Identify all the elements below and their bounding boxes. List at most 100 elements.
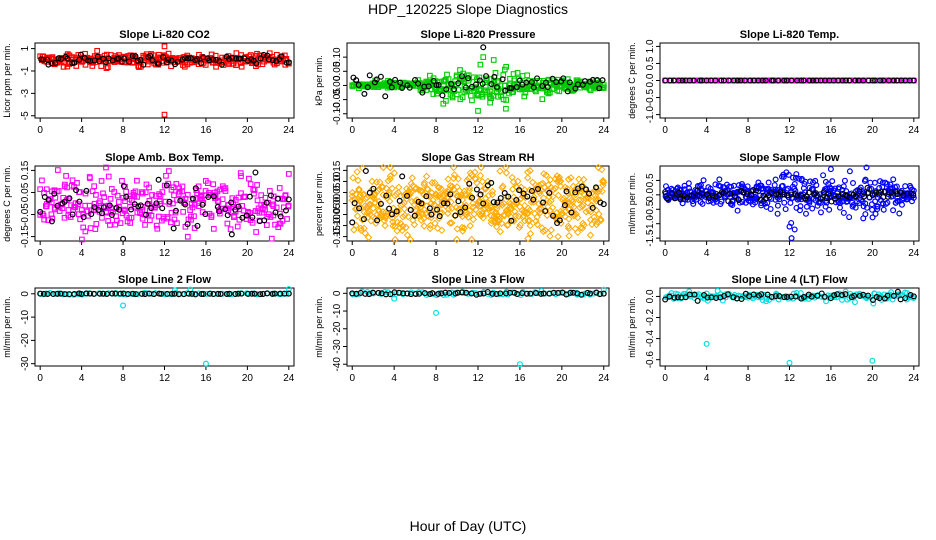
data-point <box>351 200 358 207</box>
data-point <box>89 63 96 69</box>
data-point <box>674 291 681 298</box>
data-point <box>792 187 799 194</box>
data-point <box>738 296 745 303</box>
data-point <box>869 297 876 304</box>
data-point <box>165 168 172 174</box>
plot-frame <box>34 287 295 367</box>
data-point <box>395 183 403 191</box>
data-point <box>473 186 480 193</box>
data-point <box>729 201 736 208</box>
chart-panel-7: Slope Line 2 Flow 0 4 8 12 16 20 24 0 -10 -20 -30 ml… <box>2 274 295 384</box>
data-point <box>734 207 741 214</box>
data-point <box>106 58 112 65</box>
data-point <box>735 196 742 203</box>
data-point <box>444 205 453 213</box>
data-point <box>435 81 442 88</box>
data-point <box>285 196 292 203</box>
data-point <box>127 220 134 226</box>
data-point <box>890 207 897 214</box>
data-point <box>374 205 383 214</box>
chart-title: Slope Line 3 Flow <box>432 274 525 286</box>
series-all-samples <box>348 163 608 244</box>
y-tick-label: 0.05 <box>332 182 343 202</box>
data-point <box>809 205 816 212</box>
data-point <box>80 214 87 221</box>
y-tick-label: 0.10 <box>332 47 343 67</box>
data-point <box>115 55 122 62</box>
data-point <box>553 208 561 217</box>
data-point <box>109 290 116 297</box>
x-tick-label: 0 <box>662 248 668 259</box>
data-point <box>74 180 80 186</box>
data-point <box>285 171 292 177</box>
data-point <box>568 209 575 216</box>
x-tick-label: 16 <box>514 248 526 259</box>
x-tick-label: 4 <box>79 125 85 136</box>
data-point <box>459 94 466 101</box>
data-point <box>148 290 155 297</box>
data-point <box>889 296 896 303</box>
data-point <box>93 221 100 227</box>
data-point <box>87 290 94 297</box>
data-point <box>724 291 731 298</box>
data-point <box>356 197 364 206</box>
data-point <box>781 191 788 198</box>
data-point <box>554 232 562 241</box>
data-point <box>253 60 260 67</box>
data-point <box>786 359 793 366</box>
data-point <box>466 180 473 187</box>
data-point <box>144 200 151 207</box>
data-point <box>360 216 367 223</box>
data-point <box>600 286 607 293</box>
data-point <box>250 186 257 193</box>
y-tick-label: -0.05 <box>332 203 343 226</box>
data-point <box>449 163 458 172</box>
data-point <box>709 192 716 199</box>
data-point <box>391 235 399 244</box>
data-point <box>825 190 832 197</box>
data-point <box>720 189 727 196</box>
x-tick-label: 8 <box>745 373 751 384</box>
data-point <box>185 55 192 62</box>
data-point <box>523 174 532 182</box>
data-point <box>479 80 486 87</box>
data-point <box>408 174 417 182</box>
data-point <box>454 289 461 296</box>
data-point <box>569 208 577 216</box>
y-axis-label: kPa per min. <box>314 55 324 106</box>
data-point <box>450 86 457 93</box>
data-point <box>458 223 466 232</box>
data-point <box>227 226 234 233</box>
data-point <box>435 184 443 192</box>
data-point <box>466 222 474 230</box>
data-point <box>567 289 574 296</box>
data-point <box>51 190 58 197</box>
data-point <box>406 235 415 244</box>
data-point <box>370 194 378 203</box>
data-point <box>199 201 206 208</box>
data-point <box>874 206 881 213</box>
data-point <box>174 220 180 227</box>
data-point <box>781 199 788 206</box>
data-point <box>428 189 436 197</box>
data-point <box>107 195 114 202</box>
data-point <box>480 44 487 51</box>
y-axis-label: percent per min. <box>314 171 324 236</box>
chart-panel-1: Slope Li-820 CO2 0 4 8 12 16 20 24 1 -1 -3 -5 Licor … <box>2 29 295 136</box>
data-point <box>404 290 411 297</box>
data-point <box>267 192 274 199</box>
data-point <box>600 201 607 208</box>
data-point <box>871 179 878 186</box>
data-point <box>497 195 504 202</box>
data-point <box>874 203 881 210</box>
y-tick-label: 0.00 <box>332 193 343 213</box>
data-point <box>40 290 47 297</box>
data-point <box>524 72 531 79</box>
data-point <box>856 292 863 299</box>
data-point <box>750 291 757 298</box>
data-point <box>785 171 792 178</box>
data-point <box>78 207 85 213</box>
series-hourly-subset <box>662 288 917 304</box>
data-point <box>476 171 485 180</box>
data-point <box>777 188 784 195</box>
